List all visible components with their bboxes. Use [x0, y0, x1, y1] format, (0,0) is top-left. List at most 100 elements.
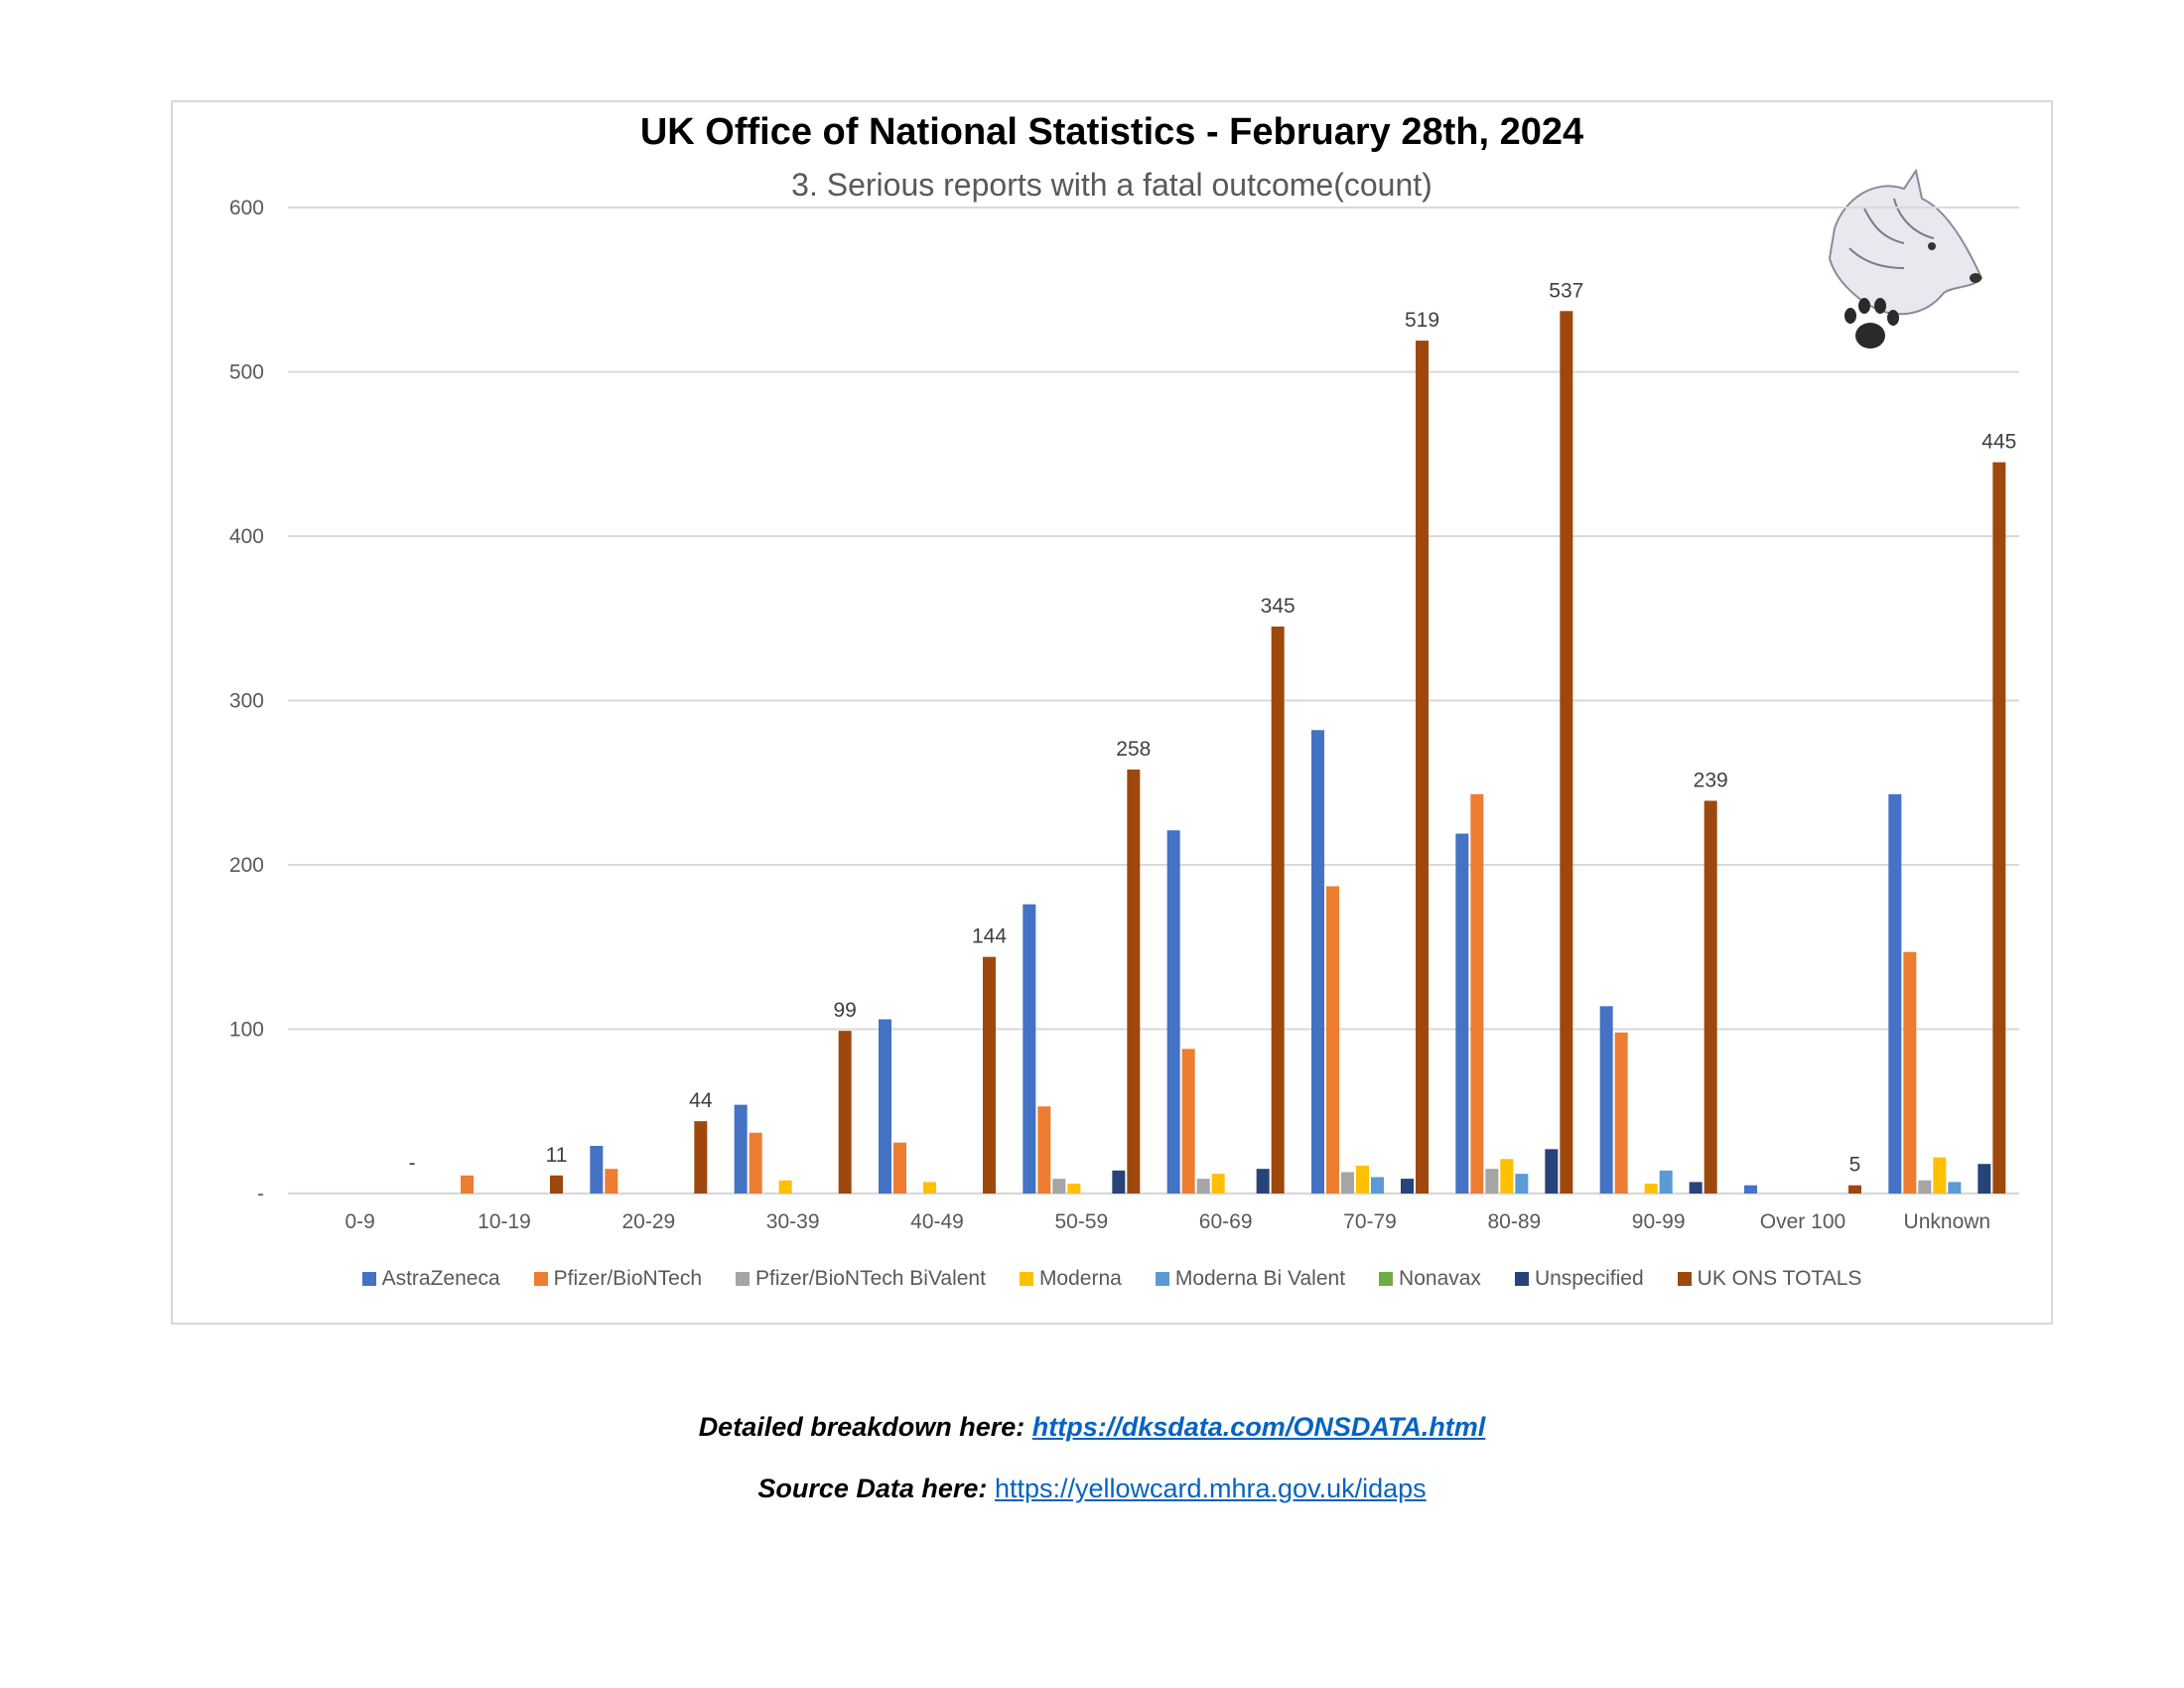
legend-swatch	[1677, 1272, 1692, 1286]
bar	[1659, 1170, 1673, 1194]
y-tick-label: 300	[229, 690, 264, 713]
bar	[1127, 770, 1141, 1194]
bar	[1166, 830, 1180, 1194]
bar	[694, 1121, 708, 1194]
bar	[1356, 1165, 1369, 1194]
bar	[838, 1031, 852, 1194]
data-label: 445	[1981, 431, 2016, 454]
bar	[1933, 1157, 1947, 1194]
data-label: 239	[1694, 769, 1728, 791]
bar	[1888, 793, 1902, 1194]
bar	[1401, 1179, 1414, 1194]
y-tick-label: -	[257, 1183, 264, 1205]
data-label: 537	[1549, 279, 1583, 302]
bar	[749, 1132, 762, 1194]
y-tick-label: 200	[229, 854, 264, 877]
bar	[1689, 1182, 1703, 1194]
x-tick-label: 90-99	[1632, 1210, 1686, 1233]
data-label: 519	[1405, 309, 1439, 332]
bar	[1416, 341, 1429, 1194]
legend-label: Unspecified	[1534, 1267, 1644, 1290]
detail-link[interactable]: https://dksdata.com/ONSDATA.html	[1031, 1412, 1486, 1442]
legend-swatch	[1514, 1272, 1529, 1286]
bar	[1978, 1164, 1991, 1194]
bar	[879, 1019, 891, 1194]
legend-label: Pfizer/BioNTech	[553, 1267, 703, 1290]
source-label: Source Data here:	[757, 1474, 995, 1503]
y-tick-label: 400	[229, 525, 264, 548]
bar	[1485, 1169, 1499, 1194]
legend-label: Moderna	[1038, 1267, 1122, 1290]
bar	[1067, 1184, 1081, 1194]
bar	[1545, 1149, 1559, 1194]
bar	[1704, 800, 1717, 1194]
bar	[1644, 1184, 1658, 1194]
x-tick-label: 70-79	[1343, 1210, 1397, 1233]
bar	[778, 1180, 792, 1194]
bar	[1371, 1177, 1384, 1194]
legend-item: Pfizer/BioNTech	[533, 1267, 703, 1291]
chart-title: UK Office of National Statistics - Febru…	[639, 111, 1584, 153]
bar	[1948, 1182, 1962, 1194]
legend-label: AstraZeneca	[381, 1267, 500, 1290]
bar	[1052, 1179, 1066, 1194]
x-tick-label: 30-39	[766, 1210, 820, 1233]
x-tick-label: 60-69	[1199, 1210, 1253, 1233]
chart-legend: AstraZeneca Pfizer/BioNTech Pfizer/BioNTec…	[171, 1267, 2053, 1291]
x-tick-label: 10-19	[478, 1210, 531, 1233]
data-label: 5	[1849, 1154, 1861, 1177]
bar	[1181, 1049, 1195, 1194]
bar	[1037, 1106, 1051, 1194]
data-label: 345	[1261, 595, 1296, 618]
legend-swatch	[1019, 1272, 1033, 1286]
x-tick-label: 0-9	[344, 1210, 374, 1233]
source-link[interactable]: https://yellowcard.mhra.gov.uk/idaps	[994, 1474, 1427, 1503]
legend-item: UK ONS TOTALS	[1677, 1267, 1862, 1291]
chart-frame	[171, 100, 2053, 1325]
bar	[1992, 462, 2006, 1194]
bar	[1455, 833, 1469, 1194]
bar	[1918, 1180, 1932, 1194]
bar	[1196, 1179, 1210, 1194]
bar	[923, 1182, 936, 1194]
bar	[550, 1175, 563, 1194]
bar	[1744, 1185, 1757, 1194]
x-tick-label: 40-49	[910, 1210, 964, 1233]
legend-label: Pfizer/BioNTech BiValent	[755, 1267, 986, 1290]
data-label: 99	[833, 999, 856, 1022]
bar	[1903, 951, 1917, 1194]
bar	[1614, 1032, 1628, 1194]
data-label: 44	[689, 1089, 713, 1112]
legend-item: Pfizer/BioNTech BiValent	[736, 1267, 986, 1291]
bar	[1470, 793, 1484, 1194]
x-tick-label: 20-29	[621, 1210, 675, 1233]
bar	[1500, 1159, 1514, 1194]
y-tick-label: 600	[229, 197, 264, 219]
bar	[1112, 1170, 1126, 1194]
bar	[1341, 1172, 1354, 1194]
bar	[1023, 904, 1036, 1194]
x-tick-label: Unknown	[1904, 1210, 1991, 1233]
bar	[983, 956, 996, 1194]
detail-label: Detailed breakdown here:	[698, 1412, 1032, 1442]
legend-swatch	[736, 1272, 751, 1286]
bar	[1256, 1169, 1270, 1194]
detail-line: Detailed breakdown here: https://dksdata…	[0, 1412, 2184, 1443]
legend-item: Nonavax	[1379, 1267, 1481, 1291]
bar	[1211, 1174, 1225, 1194]
y-tick-label: 100	[229, 1019, 264, 1042]
bar	[605, 1169, 618, 1194]
bar	[1848, 1185, 1861, 1194]
data-label: 11	[546, 1144, 568, 1167]
data-label: 144	[972, 925, 1007, 948]
bar	[734, 1104, 748, 1194]
bar	[893, 1142, 906, 1194]
legend-label: UK ONS TOTALS	[1697, 1267, 1862, 1290]
bar	[1311, 730, 1324, 1194]
legend-swatch	[1155, 1272, 1169, 1286]
legend-label: Nonavax	[1399, 1267, 1481, 1290]
y-tick-label: 500	[229, 361, 264, 384]
x-tick-label: 80-89	[1487, 1210, 1541, 1233]
x-tick-label: 50-59	[1054, 1210, 1108, 1233]
